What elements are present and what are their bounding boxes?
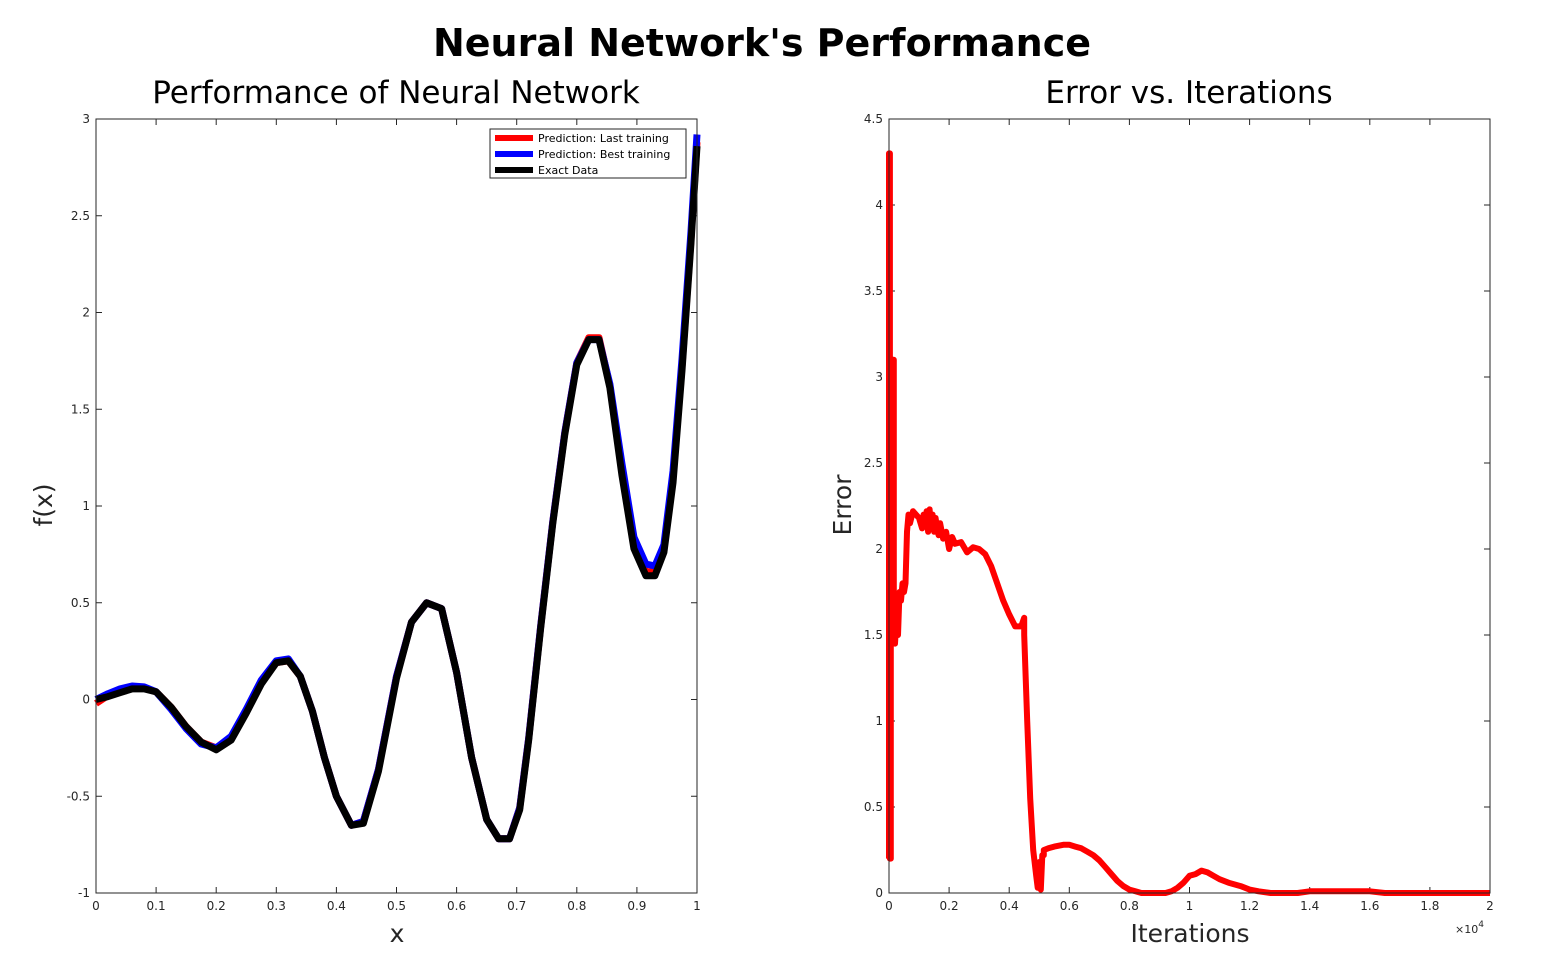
right-y-tick-label: 0 bbox=[875, 886, 883, 900]
left-y-tick-label: 1.5 bbox=[71, 402, 90, 416]
left-ticks: 0 0.1 0.2 0.3 0.4 0.5 0.6 0.7 0.8 0.9 1 -1 -0.5 0 0.5 1… bbox=[67, 112, 701, 913]
left-series-line-2 bbox=[95, 145, 701, 843]
right-x-tick-label: 0.2 bbox=[940, 899, 959, 913]
right-y-tick-label: 0.5 bbox=[864, 800, 883, 814]
right-y-tick-label: 2 bbox=[875, 542, 883, 556]
left-x-tick-label: 0.9 bbox=[627, 899, 646, 913]
right-x-tick-label: 1.2 bbox=[1240, 899, 1259, 913]
left-y-tick-label: 0 bbox=[82, 693, 90, 707]
left-y-tick-label: 2 bbox=[82, 306, 90, 320]
right-x-tick-label: 1.6 bbox=[1360, 899, 1379, 913]
x-exponent-power: 4 bbox=[1478, 920, 1484, 930]
right-x-exponent-label: ×104 bbox=[1455, 920, 1484, 936]
right-x-tick-label: 0 bbox=[885, 899, 893, 913]
right-x-tick-label: 0.6 bbox=[1060, 899, 1079, 913]
right-y-tick-label: 3.5 bbox=[864, 284, 883, 298]
legend-label-last-training: Prediction: Last training bbox=[538, 132, 669, 145]
left-series-lines bbox=[94, 134, 701, 843]
figure-suptitle: Neural Network's Performance bbox=[433, 21, 1091, 65]
right-y-tick-label: 4 bbox=[875, 198, 883, 212]
left-y-tick-label: -0.5 bbox=[67, 789, 90, 803]
right-y-axis-label: Error bbox=[828, 474, 857, 536]
right-x-tick-label: 0.8 bbox=[1120, 899, 1139, 913]
right-y-tick-label: 1 bbox=[875, 714, 883, 728]
left-chart-title: Performance of Neural Network bbox=[152, 75, 640, 111]
right-x-tick-label: 1 bbox=[1186, 899, 1194, 913]
left-x-tick-label: 0.6 bbox=[447, 899, 466, 913]
right-x-tick-label: 1.4 bbox=[1300, 899, 1319, 913]
right-x-tick-label: 0.4 bbox=[1000, 899, 1019, 913]
right-x-axis-label: Iterations bbox=[1130, 919, 1249, 948]
right-plot-frame bbox=[888, 118, 1491, 894]
right-y-tick-label: 4.5 bbox=[864, 112, 883, 126]
left-y-tick-label: 0.5 bbox=[71, 596, 90, 610]
right-chart-title: Error vs. Iterations bbox=[1045, 75, 1332, 111]
left-x-tick-label: 0.8 bbox=[567, 899, 586, 913]
left-x-axis-label: x bbox=[390, 919, 405, 948]
left-x-tick-label: 0 bbox=[92, 899, 100, 913]
left-y-tick-label: 2.5 bbox=[71, 209, 90, 223]
right-y-tick-label: 1.5 bbox=[864, 628, 883, 642]
right-y-tick-label: 2.5 bbox=[864, 456, 883, 470]
left-y-tick-label: -1 bbox=[78, 886, 90, 900]
right-series-lines bbox=[886, 150, 1490, 896]
left-legend: Prediction: Last training Prediction: Be… bbox=[489, 128, 687, 179]
right-x-tick-label: 1.8 bbox=[1420, 899, 1439, 913]
left-y-tick-label: 3 bbox=[82, 112, 90, 126]
left-x-tick-label: 0.2 bbox=[207, 899, 226, 913]
right-y-tick-label: 3 bbox=[875, 370, 883, 384]
left-y-tick-label: 1 bbox=[82, 499, 90, 513]
right-ticks: 0 0.2 0.4 0.6 0.8 1 1.2 1.4 1.6 1.8 2 0 0.5 1 1.5 2 2.5 3… bbox=[864, 112, 1494, 913]
left-x-tick-label: 0.5 bbox=[387, 899, 406, 913]
right-x-tick-label: 2 bbox=[1486, 899, 1494, 913]
left-x-tick-label: 0.4 bbox=[327, 899, 346, 913]
legend-label-exact-data: Exact Data bbox=[538, 164, 598, 177]
left-x-tick-label: 1 bbox=[693, 899, 701, 913]
axes-left: Performance of Neural Network x f(x) 0 0.… bbox=[29, 75, 701, 948]
x-exponent-base: ×10 bbox=[1455, 923, 1478, 936]
legend-label-best-training: Prediction: Best training bbox=[538, 148, 670, 161]
left-plot-frame bbox=[95, 118, 698, 894]
left-x-tick-label: 0.1 bbox=[147, 899, 166, 913]
left-x-tick-label: 0.7 bbox=[507, 899, 526, 913]
left-y-axis-label: f(x) bbox=[29, 483, 58, 526]
right-series-line-0 bbox=[886, 150, 1490, 896]
left-x-tick-label: 0.3 bbox=[267, 899, 286, 913]
